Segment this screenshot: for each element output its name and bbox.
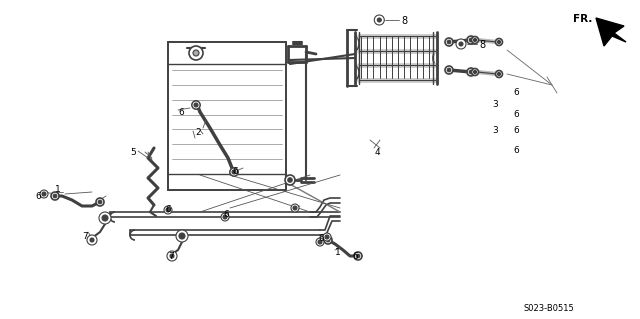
Text: 6: 6 (513, 146, 519, 155)
Text: 6: 6 (232, 167, 237, 176)
Text: 6: 6 (223, 210, 228, 219)
Circle shape (176, 230, 188, 242)
Text: 8: 8 (479, 40, 485, 50)
Circle shape (189, 46, 203, 60)
Circle shape (469, 38, 473, 42)
Circle shape (288, 178, 292, 182)
Text: FR.: FR. (573, 14, 593, 24)
Circle shape (323, 233, 331, 241)
Circle shape (472, 69, 479, 76)
Circle shape (445, 66, 453, 74)
Bar (168, 42, 286, 190)
Circle shape (98, 200, 102, 204)
Text: 6: 6 (513, 110, 519, 119)
Circle shape (192, 101, 200, 109)
Text: 2: 2 (195, 128, 200, 137)
Circle shape (459, 42, 463, 46)
Text: 4: 4 (375, 148, 381, 157)
Circle shape (51, 192, 59, 200)
Circle shape (164, 206, 172, 214)
Circle shape (447, 68, 451, 72)
Circle shape (230, 168, 238, 176)
Circle shape (291, 204, 299, 212)
Circle shape (99, 212, 111, 224)
Circle shape (356, 254, 360, 258)
Circle shape (90, 238, 94, 242)
Circle shape (194, 103, 198, 107)
Text: 6: 6 (165, 205, 171, 214)
Circle shape (467, 36, 475, 44)
Circle shape (194, 103, 198, 107)
Circle shape (354, 252, 362, 260)
Circle shape (293, 206, 297, 210)
Circle shape (469, 70, 473, 74)
Text: 6: 6 (513, 88, 519, 97)
Text: 1: 1 (335, 248, 340, 257)
Circle shape (192, 101, 200, 109)
Polygon shape (596, 18, 626, 46)
Circle shape (170, 254, 174, 258)
Circle shape (193, 50, 199, 56)
Text: S023-B0515: S023-B0515 (524, 304, 575, 313)
Circle shape (42, 192, 46, 196)
Circle shape (223, 215, 227, 219)
Circle shape (166, 208, 170, 212)
Circle shape (467, 68, 475, 76)
Circle shape (102, 215, 108, 221)
Text: 5: 5 (130, 148, 136, 157)
Text: 1: 1 (55, 185, 61, 194)
Text: 7: 7 (168, 252, 173, 261)
Circle shape (179, 233, 185, 239)
Text: 3: 3 (492, 100, 498, 109)
Circle shape (318, 240, 322, 244)
Circle shape (167, 251, 177, 261)
Text: 6: 6 (513, 126, 519, 135)
Circle shape (325, 235, 329, 239)
Circle shape (456, 39, 466, 49)
Circle shape (324, 236, 332, 244)
Circle shape (497, 72, 500, 76)
Circle shape (230, 168, 238, 176)
Circle shape (374, 15, 384, 25)
Text: 6: 6 (352, 252, 358, 261)
Circle shape (326, 238, 330, 242)
Circle shape (445, 38, 453, 46)
Circle shape (316, 238, 324, 246)
Circle shape (40, 190, 48, 198)
Circle shape (497, 41, 500, 44)
Circle shape (378, 18, 381, 22)
Circle shape (474, 38, 477, 41)
Circle shape (96, 198, 104, 206)
Text: 8: 8 (401, 16, 408, 26)
Circle shape (472, 36, 479, 43)
Circle shape (495, 39, 502, 46)
Text: 7: 7 (82, 232, 88, 241)
Text: 6: 6 (318, 234, 324, 243)
Text: 6: 6 (35, 192, 41, 201)
Circle shape (87, 235, 97, 245)
Circle shape (232, 170, 236, 174)
Circle shape (447, 40, 451, 44)
Circle shape (53, 194, 57, 198)
Circle shape (232, 170, 236, 174)
Circle shape (474, 70, 477, 74)
Text: 3: 3 (492, 126, 498, 135)
Circle shape (221, 213, 229, 221)
Circle shape (285, 175, 295, 185)
Circle shape (495, 70, 502, 78)
Text: 6: 6 (178, 108, 184, 117)
